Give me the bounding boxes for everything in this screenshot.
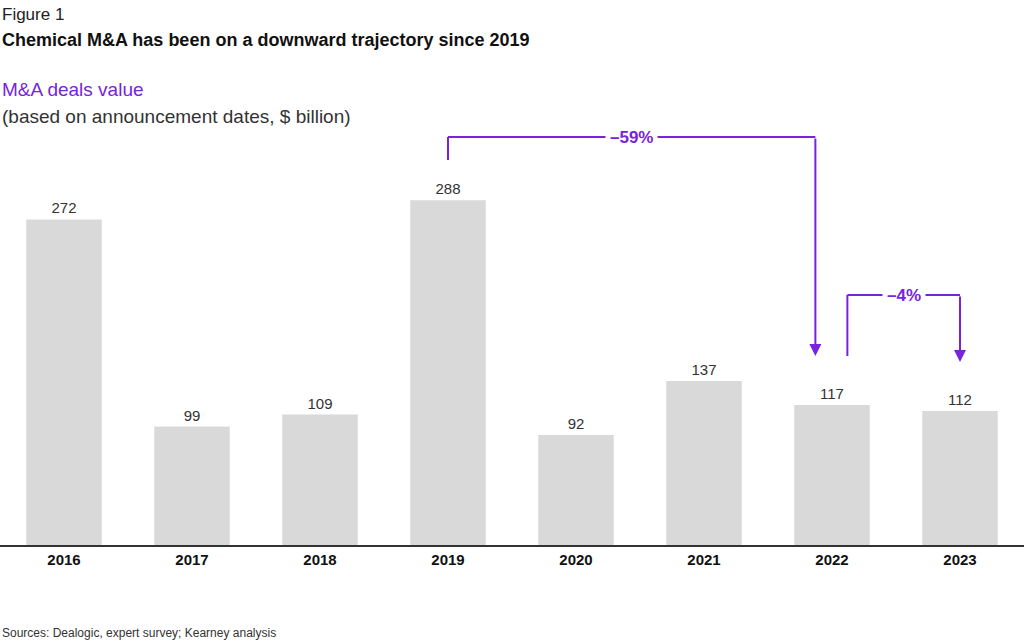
svg-text:–4%: –4% [887, 286, 921, 305]
svg-text:2020: 2020 [559, 551, 592, 568]
svg-text:2023: 2023 [943, 551, 976, 568]
svg-text:2017: 2017 [175, 551, 208, 568]
svg-text:99: 99 [184, 407, 201, 424]
svg-text:2022: 2022 [815, 551, 848, 568]
svg-text:288: 288 [435, 180, 460, 197]
svg-text:Chemical M&A has been on a dow: Chemical M&A has been on a downward traj… [2, 30, 530, 50]
svg-text:Figure 1: Figure 1 [2, 5, 64, 24]
svg-text:2016: 2016 [47, 551, 80, 568]
svg-text:137: 137 [691, 361, 716, 378]
svg-text:2021: 2021 [687, 551, 720, 568]
svg-text:(based on announcement dates,: (based on announcement dates, $ billion) [2, 106, 351, 127]
svg-text:272: 272 [51, 199, 76, 216]
svg-text:2018: 2018 [303, 551, 336, 568]
svg-text:–59%: –59% [610, 128, 653, 147]
svg-text:109: 109 [307, 395, 332, 412]
svg-text:Sources: Dealogic, expert surv: Sources: Dealogic, expert survey; Kearne… [2, 626, 276, 640]
svg-text:M&A deals value: M&A deals value [2, 79, 144, 100]
svg-text:2019: 2019 [431, 551, 464, 568]
svg-text:117: 117 [820, 385, 844, 402]
svg-text:112: 112 [948, 391, 972, 408]
svg-text:92: 92 [568, 415, 585, 432]
